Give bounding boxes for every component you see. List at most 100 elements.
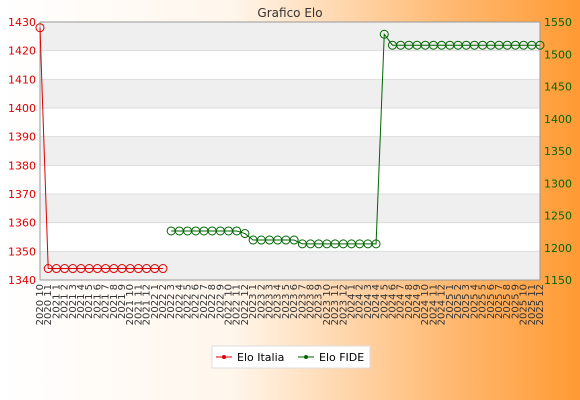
x-tick-label: 2021 2 <box>60 284 71 319</box>
x-tick-label: 2021 9 <box>117 284 128 319</box>
x-tick-label: 2021 6 <box>92 284 103 319</box>
x-tick-label: 2021 11 <box>133 284 144 325</box>
x-tick-label: 2025 4 <box>469 284 480 319</box>
y-left-tick-label: 1430 <box>8 16 36 29</box>
chart-title: Grafico Elo <box>257 6 322 20</box>
x-tick-label: 2022 7 <box>199 284 210 319</box>
y-right-tick-label: 1400 <box>544 113 572 126</box>
x-tick-label: 2021 4 <box>76 284 87 319</box>
x-tick-label: 2025 6 <box>486 284 497 319</box>
y-left-tick-label: 1340 <box>8 274 36 287</box>
y-left-tick-label: 1420 <box>8 45 36 58</box>
legend-label-elo-fide: Elo FIDE <box>319 351 364 364</box>
x-tick-label: 2023 6 <box>289 284 300 319</box>
x-tick-label: 2021 3 <box>68 284 79 319</box>
x-tick-label: 2024 5 <box>379 284 390 319</box>
x-tick-label: 2025 12 <box>535 284 546 325</box>
x-tick-label: 2024 4 <box>371 284 382 319</box>
x-tick-label: 2021 5 <box>84 284 95 319</box>
x-tick-label: 2023 5 <box>281 284 292 319</box>
y-right-tick-label: 1150 <box>544 274 572 287</box>
y-left-tick-label: 1400 <box>8 102 36 115</box>
x-tick-label: 2025 8 <box>502 284 513 319</box>
x-tick-label: 2023 12 <box>338 284 349 325</box>
data-point-elo-fide <box>289 235 299 245</box>
x-tick-label: 2021 12 <box>142 284 153 325</box>
x-tick-label: 2025 11 <box>527 284 538 325</box>
x-tick-label: 2023 10 <box>322 284 333 325</box>
x-tick-label: 2021 1 <box>51 284 62 319</box>
legend: Elo Italia Elo FIDE <box>211 345 371 369</box>
x-tick-label: 2025 10 <box>519 284 530 325</box>
x-tick-label: 2024 9 <box>412 284 423 319</box>
y-right-tick-label: 1250 <box>544 210 572 223</box>
y-right-tick-label: 1300 <box>544 177 572 190</box>
x-tick-label: 2023 4 <box>273 284 284 319</box>
x-tick-label: 2025 2 <box>453 284 464 319</box>
legend-box <box>211 345 371 369</box>
x-tick-label: 2024 2 <box>355 284 366 319</box>
y-right-tick-label: 1450 <box>544 81 572 94</box>
data-point-elo-italia <box>158 264 168 274</box>
grid-band <box>40 22 540 51</box>
x-tick-label: 2022 9 <box>215 284 226 319</box>
x-tick-label: 2023 11 <box>330 284 341 325</box>
x-tick-label: 2022 5 <box>183 284 194 319</box>
legend-marker-elo-italia <box>222 355 226 359</box>
y-left-tick-label: 1410 <box>8 73 36 86</box>
data-point-elo-fide <box>240 229 250 239</box>
x-tick-label: 2022 11 <box>232 284 243 325</box>
x-tick-label: 2024 3 <box>363 284 374 319</box>
y-left-tick-label: 1350 <box>8 245 36 258</box>
x-tick-label: 2022 8 <box>207 284 218 319</box>
grid-band <box>40 136 540 166</box>
x-tick-label: 2022 6 <box>191 284 202 319</box>
x-tick-label: 2025 3 <box>461 284 472 319</box>
grid-band <box>40 194 540 223</box>
x-tick-label: 2023 3 <box>265 284 276 319</box>
y-right-tick-label: 1350 <box>544 145 572 158</box>
x-tick-label: 2025 1 <box>445 284 456 319</box>
x-tick-label: 2022 4 <box>174 284 185 319</box>
y-right-tick-label: 1200 <box>544 242 572 255</box>
x-tick-label: 2022 10 <box>224 284 235 325</box>
y-left-tick-label: 1380 <box>8 159 36 172</box>
legend-label-elo-italia: Elo Italia <box>237 351 284 364</box>
y-right-tick-label: 1500 <box>544 48 572 61</box>
x-tick-label: 2023 7 <box>297 284 308 319</box>
legend-marker-elo-fide <box>304 355 308 359</box>
x-tick-label: 2022 3 <box>166 284 177 319</box>
y-left-tick-label: 1370 <box>8 188 36 201</box>
x-tick-label: 2024 11 <box>428 284 439 325</box>
data-point-elo-fide <box>535 40 545 50</box>
x-tick-label: 2021 10 <box>125 284 136 325</box>
x-tick-label: 2024 8 <box>404 284 415 319</box>
x-tick-label: 2025 9 <box>510 284 521 319</box>
plot-frame <box>39 21 541 281</box>
x-tick-label: 2022 1 <box>150 284 161 319</box>
y-right-tick-label: 1550 <box>544 16 572 29</box>
x-tick-label: 2020 10 <box>35 284 46 325</box>
y-left-tick-label: 1360 <box>8 217 36 230</box>
x-tick-label: 2024 1 <box>346 284 357 319</box>
x-tick-label: 2025 7 <box>494 284 505 319</box>
x-tick-label: 2023 2 <box>256 284 267 319</box>
x-tick-label: 2024 10 <box>420 284 431 325</box>
x-tick-label: 2023 1 <box>248 284 259 319</box>
data-point-elo-fide <box>371 239 381 249</box>
data-point-elo-fide <box>379 29 389 39</box>
x-tick-label: 2022 2 <box>158 284 169 319</box>
x-tick-label: 2021 8 <box>109 284 120 319</box>
grid-band <box>40 79 540 108</box>
x-tick-label: 2022 12 <box>240 284 251 325</box>
grid-band <box>40 251 540 280</box>
x-tick-label: 2024 7 <box>396 284 407 319</box>
x-tick-label: 2024 6 <box>387 284 398 319</box>
data-point-elo-italia <box>35 23 45 33</box>
x-tick-label: 2024 12 <box>437 284 448 325</box>
x-tick-label: 2020 11 <box>43 284 54 325</box>
x-tick-label: 2021 7 <box>101 284 112 319</box>
x-tick-label: 2023 8 <box>305 284 316 319</box>
